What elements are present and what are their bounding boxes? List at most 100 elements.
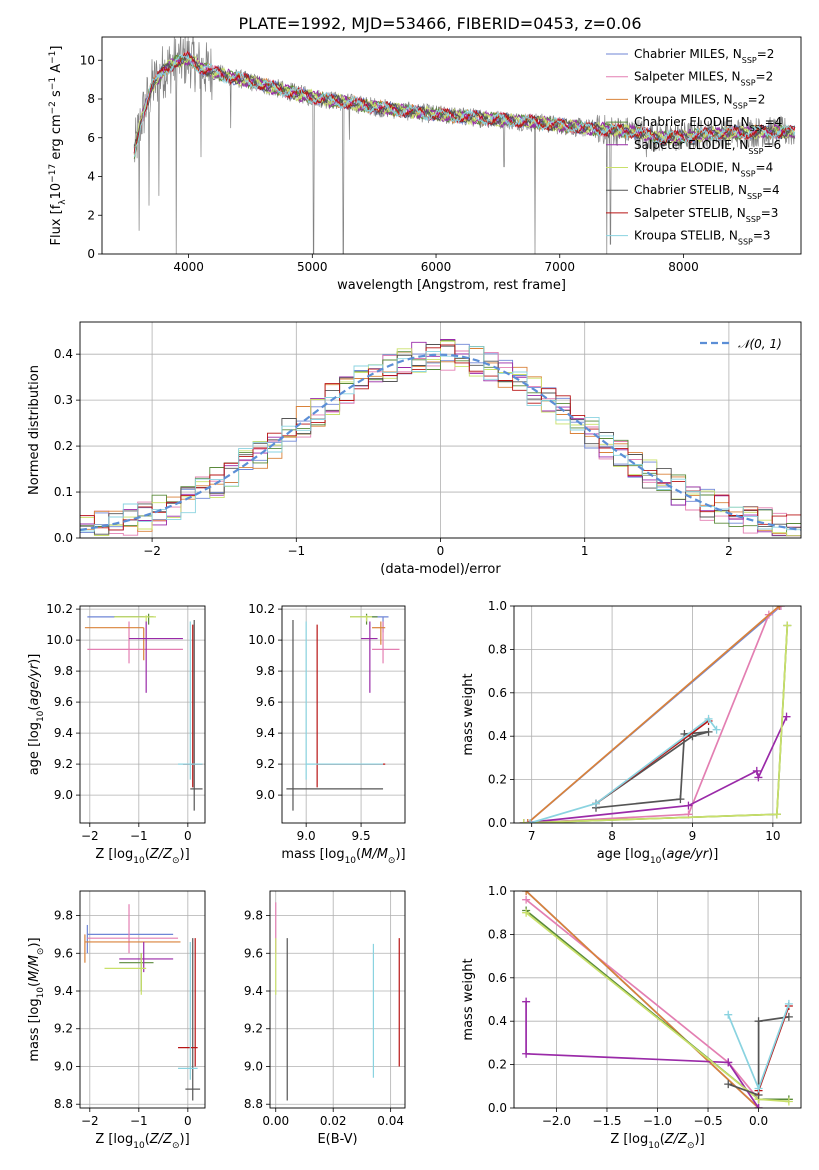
y-tick-label: 0.4 bbox=[488, 729, 507, 743]
y-tick-label: 9.0 bbox=[244, 1059, 263, 1073]
label-part: ⊙ bbox=[687, 1141, 695, 1151]
label-part: M/M bbox=[361, 847, 388, 862]
label-part: −1 bbox=[48, 51, 58, 64]
y-tick-label: 9.2 bbox=[256, 757, 275, 771]
x-tick-label: −0.5 bbox=[693, 1114, 722, 1128]
series-marker-salpeter_elodie bbox=[754, 1104, 763, 1108]
label-part: )] bbox=[27, 654, 42, 664]
x-tick-label: −1 bbox=[287, 544, 305, 558]
y-tick-label: 0.0 bbox=[54, 531, 73, 545]
y-tick-label: 9.8 bbox=[54, 664, 73, 678]
y-tick-label: 1.0 bbox=[488, 599, 507, 613]
label-part: Flux [f bbox=[49, 204, 64, 245]
spectrum-model-line-salpeter_elodie bbox=[133, 57, 796, 153]
residuals-panel: −2 −1 0 1 2 0.0 0.1 0.2 0.3 0.4 𝒩(0, 1) (data-model… bbox=[27, 321, 802, 577]
label-part: SSP bbox=[748, 146, 763, 155]
plot-area bbox=[84, 904, 201, 1101]
x-tick-label: 5000 bbox=[297, 260, 328, 274]
series-marker-kroupa_miles bbox=[523, 819, 532, 823]
x-axis-label: (data-model)/error bbox=[380, 562, 501, 577]
y-tick-label: 0.1 bbox=[54, 485, 73, 499]
x-tick-label: 0.00 bbox=[262, 1114, 289, 1128]
label-part: ⊙ bbox=[172, 856, 180, 866]
label-part: )] bbox=[695, 1132, 705, 1147]
x-tick-label: 6000 bbox=[421, 260, 452, 274]
y-tick-label: 1.0 bbox=[488, 884, 507, 898]
x-tick-label: −1 bbox=[130, 829, 148, 843]
series-line-salpeter_elodie bbox=[525, 1001, 760, 1108]
label-part: =6 bbox=[763, 138, 781, 152]
y-tick-label: 9.0 bbox=[256, 788, 275, 802]
label-part: 10 bbox=[133, 856, 145, 866]
y-tick-label: 9.8 bbox=[54, 909, 73, 923]
label-part: age [log bbox=[597, 847, 650, 862]
y-tick-label: 0.0 bbox=[488, 816, 507, 830]
plot-area bbox=[275, 902, 400, 1101]
mass-vs-Z-panel: −2 −1 08.89.09.29.49.69.8Z [log10(Z/Z⊙)]ma… bbox=[27, 890, 206, 1151]
y-tick-label: 0.6 bbox=[488, 971, 507, 985]
plot-area bbox=[522, 891, 793, 1108]
series-line-kroupa_miles bbox=[527, 606, 780, 823]
y-tick-label: 2 bbox=[87, 208, 95, 222]
x-tick-label: −2 bbox=[81, 1114, 99, 1128]
axes-frame bbox=[513, 890, 802, 1109]
label-part: Salpeter ELODIE, N bbox=[634, 138, 748, 152]
label-part: age [log bbox=[27, 722, 42, 775]
label-part: )] bbox=[180, 847, 190, 862]
label-part: Chabrier STELIB, N bbox=[634, 183, 747, 197]
y-tick-label: 9.4 bbox=[244, 984, 263, 998]
x-tick-label: 0.02 bbox=[320, 1114, 347, 1128]
age-vs-mass-panel: 9.0 9.5 9.0 9.2 9.4 9.6 9.8 10.0 10.2 mass [log10… bbox=[248, 602, 405, 866]
y-axis-label: mass [log10(M/M⊙)] bbox=[27, 937, 46, 1061]
x-tick-label: 7 bbox=[528, 829, 536, 843]
series-marker-chabrier_stelib bbox=[704, 727, 713, 736]
label-part: SSP bbox=[742, 56, 757, 65]
label-part: mass [log bbox=[27, 998, 42, 1061]
legend-label: Kroupa ELODIE, NSSP=4 bbox=[634, 161, 773, 179]
y-tick-label: 9.0 bbox=[54, 1059, 73, 1073]
y-tick-label: 6 bbox=[87, 131, 95, 145]
x-tick-label: −2.0 bbox=[542, 1114, 571, 1128]
gaussian-curve bbox=[80, 353, 801, 531]
series-line-chabrier_stelib bbox=[727, 1016, 790, 1097]
label-part: =3 bbox=[761, 206, 779, 220]
label-part: ⊙ bbox=[36, 948, 46, 956]
axes-frame bbox=[269, 890, 406, 1109]
legend-label: Chabrier ELODIE, NSSP=4 bbox=[634, 115, 782, 133]
y-tick-label: 0 bbox=[87, 247, 95, 261]
plot-area bbox=[133, 37, 796, 254]
x-tick-label: 0 bbox=[437, 544, 445, 558]
series-line-kroupa_stelib bbox=[529, 717, 718, 823]
x-tick-label: 9.0 bbox=[297, 829, 316, 843]
label-part: ( bbox=[356, 847, 361, 862]
label-part: erg cm bbox=[49, 114, 64, 163]
x-tick-label: 2 bbox=[725, 544, 733, 558]
y-tick-label: 8 bbox=[87, 92, 95, 106]
legend-label: Kroupa STELIB, NSSP=3 bbox=[634, 229, 771, 247]
y-tick-label: 0.2 bbox=[488, 1058, 507, 1072]
x-tick-label: −1.5 bbox=[592, 1114, 621, 1128]
label-part: ⊙ bbox=[388, 856, 396, 866]
label-part: age/yr bbox=[27, 662, 42, 705]
axes-frame bbox=[513, 605, 802, 824]
y-tick-label: 9.4 bbox=[256, 726, 275, 740]
label-part: 10 bbox=[36, 987, 46, 999]
label-part: age/yr bbox=[666, 847, 709, 862]
series-marker-kroupa_miles bbox=[522, 891, 531, 895]
y-tick-label: 0.8 bbox=[488, 927, 507, 941]
label-part: 10 bbox=[648, 1141, 660, 1151]
y-tick-label: 0.2 bbox=[54, 439, 73, 453]
label-part: ( bbox=[661, 847, 666, 862]
histogram-salpeter_stelib bbox=[80, 344, 801, 531]
label-part: )] bbox=[395, 847, 405, 862]
label-part: mass [log bbox=[281, 847, 344, 862]
plot-area bbox=[80, 339, 801, 537]
spectrum-panel: 4000 5000 6000 7000 8000 0 2 4 6 8 10 Chabrier MILE… bbox=[48, 36, 802, 293]
series-marker-kroupa_stelib bbox=[704, 714, 713, 723]
x-tick-label: 10 bbox=[765, 829, 780, 843]
x-tick-label: 9 bbox=[689, 829, 697, 843]
series-marker-salpeter_elodie bbox=[754, 773, 763, 782]
x-tick-label: −1.0 bbox=[643, 1114, 672, 1128]
label-part: s bbox=[49, 90, 64, 101]
x-axis-label: E(B-V) bbox=[317, 1132, 357, 1147]
